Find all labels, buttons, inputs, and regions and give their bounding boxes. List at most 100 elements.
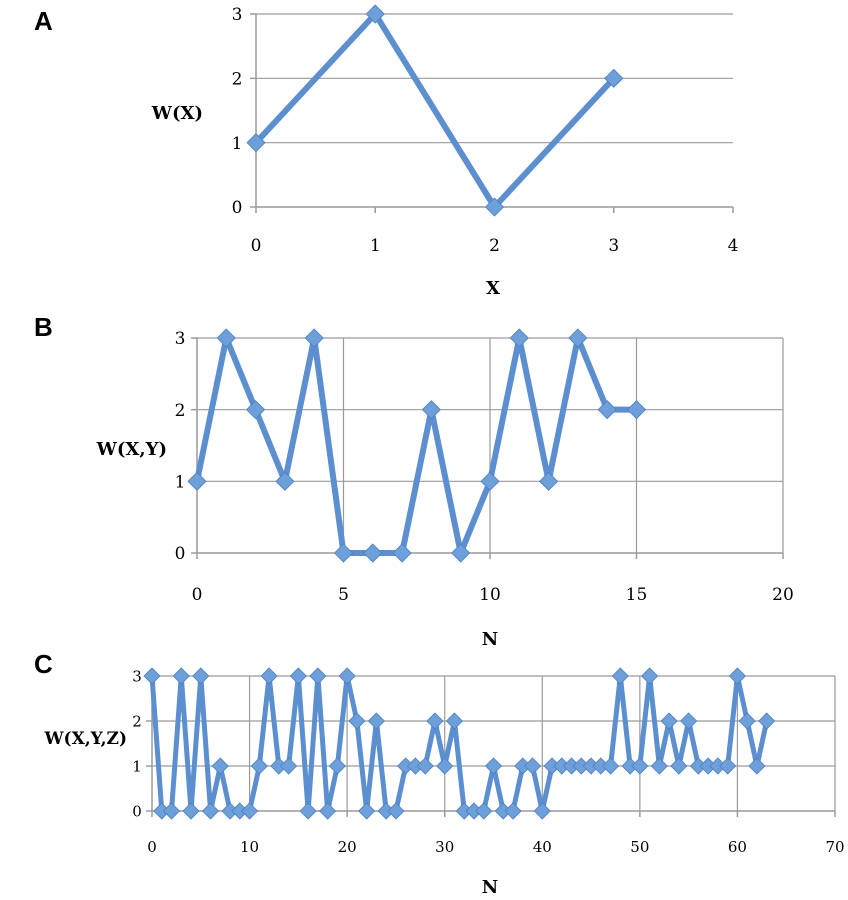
panel-c-data-point bbox=[367, 712, 385, 730]
panel-c-data-point bbox=[260, 667, 278, 685]
panel-b-x-axis-label: N bbox=[482, 629, 498, 650]
panel-c-x-tick-label-50: 50 bbox=[630, 838, 649, 856]
panel-a-axes bbox=[250, 13, 734, 213]
panel-b-series bbox=[187, 328, 647, 563]
panel-c-data-point bbox=[280, 757, 298, 775]
panel-a-y-tick-label-2: 2 bbox=[232, 69, 243, 89]
panel-c-x-tick-label-60: 60 bbox=[728, 838, 747, 856]
panel-c-x-tick-label-70: 70 bbox=[825, 838, 844, 856]
panel-c-y-tick-labels: 0 1 2 3 bbox=[132, 667, 142, 820]
panel-c-x-tick-label-20: 20 bbox=[338, 838, 357, 856]
panel-c-y-axis-label: W(X,Y,Z) bbox=[43, 729, 127, 749]
panel-b-data-point bbox=[275, 471, 295, 491]
panel-c-data-point bbox=[319, 802, 337, 820]
panel-c-data-point bbox=[416, 757, 434, 775]
panel-a-x-axis-label: X bbox=[486, 278, 500, 299]
panel-c-data-point bbox=[680, 712, 698, 730]
panel-c-x-tick-label-30: 30 bbox=[435, 838, 454, 856]
panel-c-series-line bbox=[149, 673, 770, 814]
panel-c-data-point bbox=[504, 802, 522, 820]
panel-c-data-point bbox=[241, 802, 259, 820]
panel-b-data-point bbox=[597, 400, 617, 420]
panel-c-x-tick-label-0: 0 bbox=[147, 838, 157, 856]
panel-b-letter: B bbox=[34, 312, 53, 342]
panel-b-data-point bbox=[480, 471, 500, 491]
panel-c-data-point bbox=[719, 757, 737, 775]
panel-c-data-point bbox=[162, 802, 181, 820]
panel-b-data-point bbox=[216, 328, 236, 348]
panel-c-y-tick-label-2: 2 bbox=[132, 712, 142, 730]
panel-c-x-tick-labels: 0 10 20 30 40 50 60 70 bbox=[147, 838, 844, 856]
panel-a-data-point bbox=[246, 133, 266, 153]
panel-b-data-point bbox=[363, 543, 383, 563]
panel-c-series bbox=[143, 667, 776, 820]
panel-a-letter: A bbox=[34, 6, 53, 36]
panel-c-x-tick-label-10: 10 bbox=[240, 838, 259, 856]
panel-c-data-point bbox=[211, 757, 229, 775]
panel-c: C 0 10 20 30 40 50 60 70 0 1 2 3 W(X,Y,Z) N bbox=[34, 649, 845, 898]
panel-c-data-point bbox=[289, 667, 307, 685]
panel-b-y-tick-label-3: 3 bbox=[175, 329, 186, 349]
panel-c-letter: C bbox=[34, 649, 53, 679]
panel-c-data-point bbox=[523, 757, 542, 775]
panel-a-data-point bbox=[365, 4, 385, 24]
panel-b-data-point bbox=[539, 471, 559, 491]
panel-c-data-point bbox=[748, 757, 766, 775]
panel-c-data-point bbox=[660, 712, 678, 730]
panel-b-x-tick-label-15: 15 bbox=[626, 585, 648, 605]
panel-c-data-point bbox=[201, 802, 220, 820]
panel-a-y-tick-label-3: 3 bbox=[232, 5, 243, 25]
panel-c-data-point bbox=[172, 667, 190, 685]
panel-b-x-tick-labels: 0 5 10 15 20 bbox=[192, 585, 794, 605]
panel-b-data-point bbox=[246, 400, 266, 420]
panel-b-axes bbox=[191, 337, 784, 559]
panel-c-data-point bbox=[426, 712, 444, 730]
panel-a-x-tick-label-1: 1 bbox=[370, 236, 381, 256]
panel-c-data-point bbox=[338, 667, 356, 685]
panel-b-y-tick-label-1: 1 bbox=[175, 472, 186, 492]
panel-b-series-line bbox=[194, 335, 637, 556]
panel-c-data-point bbox=[250, 757, 268, 775]
panel-b-data-point bbox=[421, 400, 441, 420]
panel-b-grid bbox=[197, 337, 784, 553]
panel-c-data-point bbox=[670, 757, 688, 775]
panel-b-data-point bbox=[392, 543, 412, 563]
panel-c-data-point bbox=[650, 757, 668, 775]
panel-a-grid bbox=[256, 13, 733, 144]
panel-b-data-point bbox=[304, 328, 324, 348]
panel-c-data-point bbox=[611, 667, 629, 685]
panel-c-data-point bbox=[475, 802, 493, 820]
panel-a-y-tick-label-0: 0 bbox=[232, 198, 243, 218]
panel-c-data-point bbox=[436, 757, 454, 775]
panel-c-data-point bbox=[358, 802, 376, 820]
panel-b-data-point bbox=[333, 543, 354, 563]
panel-c-data-point bbox=[641, 667, 659, 685]
panel-c-data-point bbox=[631, 757, 649, 775]
panel-c-y-tick-label-0: 0 bbox=[132, 802, 142, 820]
panel-b-data-point bbox=[568, 328, 588, 348]
panel-c-data-point bbox=[484, 757, 503, 775]
panel-c-y-tick-label-3: 3 bbox=[132, 667, 142, 685]
panel-b-y-tick-labels: 0 1 2 3 bbox=[175, 329, 186, 564]
panel-c-data-point bbox=[758, 712, 776, 730]
panel-a-y-tick-label-1: 1 bbox=[232, 134, 243, 154]
panel-b-x-tick-label-5: 5 bbox=[338, 585, 349, 605]
panel-c-data-point bbox=[143, 667, 161, 685]
panel-a-series bbox=[246, 4, 624, 217]
panel-b-y-tick-label-2: 2 bbox=[175, 401, 186, 421]
panel-a-y-axis-label: W(X) bbox=[151, 103, 203, 124]
panel-a-data-point bbox=[484, 197, 505, 217]
panel-a-series-line bbox=[253, 11, 616, 210]
panel-c-data-point bbox=[728, 667, 746, 685]
panel-c-data-point bbox=[348, 712, 366, 730]
panel-c-data-point bbox=[328, 757, 346, 775]
panel-c-data-point bbox=[602, 757, 620, 775]
panel-c-y-tick-label-1: 1 bbox=[132, 757, 142, 775]
panel-b-y-tick-label-0: 0 bbox=[175, 544, 186, 564]
panel-b-x-tick-label-0: 0 bbox=[192, 585, 203, 605]
panel-c-data-point bbox=[445, 712, 464, 730]
panel-c-data-point bbox=[533, 802, 551, 820]
panel-c-data-point bbox=[387, 802, 405, 820]
panel-a-data-point bbox=[604, 68, 624, 88]
